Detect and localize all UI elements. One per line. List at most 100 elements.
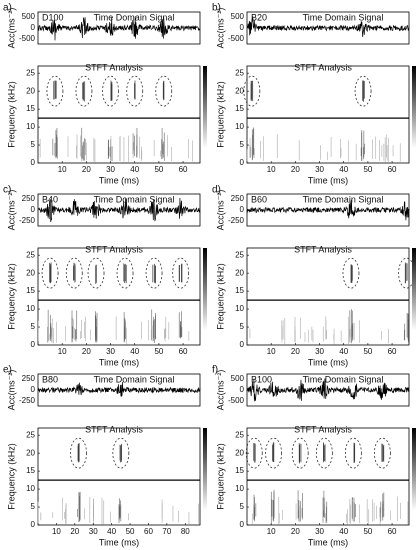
signal-name: B20 <box>251 12 267 22</box>
highlight-ellipse <box>354 75 372 107</box>
highlight-ellipse <box>65 257 83 289</box>
signal-ytick-label: -500 <box>228 396 245 405</box>
signal-ylabel: Acc(ms⁻²) <box>215 8 225 49</box>
highlight-ellipse <box>243 75 261 107</box>
stft-ytick-label: 15 <box>26 104 35 113</box>
stft-ylabel: Frequency (kHz) <box>6 263 16 330</box>
signal-ytick-label: -250 <box>19 216 36 225</box>
colorbar <box>412 428 416 511</box>
signal-ytick-label: 0 <box>240 23 245 32</box>
xtick-label: 30 <box>315 527 324 536</box>
xtick-label: 60 <box>179 165 188 174</box>
xtick-label: 20 <box>70 527 79 536</box>
xtick-label: 60 <box>179 347 188 356</box>
stft-ytick-label: 5 <box>240 502 245 511</box>
stft-title: STFT Analysis <box>85 424 143 434</box>
xlabel: Time (ms) <box>99 357 139 367</box>
colorbar <box>203 248 207 331</box>
stft-ytick-label: 10 <box>235 122 244 131</box>
stft-title: STFT Analysis <box>85 62 143 72</box>
stft-title: STFT Analysis <box>294 62 352 72</box>
stft-ytick-label: 5 <box>31 322 36 331</box>
panel-label: c) <box>3 185 11 196</box>
signal-ytick-label: 0 <box>31 205 36 214</box>
signal-title: Time Domain Signal <box>303 374 384 384</box>
signal-title: Time Domain Signal <box>94 374 175 384</box>
colorbar <box>412 248 416 331</box>
stft-ytick-label: 25 <box>26 250 35 259</box>
highlight-ellipse <box>145 257 163 289</box>
stft-ytick-label: 15 <box>26 466 35 475</box>
xtick-label: 10 <box>267 527 276 536</box>
signal-ylabel: Acc(ms⁻²) <box>6 190 16 231</box>
xtick-label: 60 <box>388 347 397 356</box>
signal-trace <box>37 381 201 397</box>
stft-ytick-label: 10 <box>26 484 35 493</box>
xtick-label: 50 <box>363 347 372 356</box>
xtick-label: 40 <box>339 347 348 356</box>
panel: a)D100 Time Domain Signal5000-500Acc(ms⁻²… <box>3 3 207 185</box>
stft-ytick-label: 0 <box>240 158 245 167</box>
highlight-ellipse <box>265 437 282 469</box>
colorbar <box>412 66 416 149</box>
signal-ytick-label: 500 <box>231 374 245 383</box>
signal-trace <box>37 16 201 41</box>
xtick-label: 10 <box>58 347 67 356</box>
xtick-label: 50 <box>154 165 163 174</box>
stft-ytick-label: 10 <box>26 304 35 313</box>
xtick-label: 40 <box>130 165 139 174</box>
colorbar <box>203 428 207 511</box>
signal-ytick-label: 250 <box>22 374 36 383</box>
signal-ylabel: Acc(ms⁻²) <box>6 8 16 49</box>
signal-name: B80 <box>42 374 58 384</box>
xlabel: Time (ms) <box>99 537 139 547</box>
signal-ytick-label: 0 <box>240 385 245 394</box>
xtick-label: 30 <box>106 347 115 356</box>
highlight-ellipse <box>172 257 190 289</box>
stft-ylabel: Frequency (kHz) <box>215 81 225 148</box>
stft-ytick-label: 10 <box>235 304 244 313</box>
stft-ytick-label: 20 <box>235 268 244 277</box>
stft-ytick-label: 5 <box>240 322 245 331</box>
signal-name: B40 <box>42 194 58 204</box>
xtick-label: 60 <box>144 527 153 536</box>
signal-ytick-label: -500 <box>228 34 245 43</box>
stft-ytick-label: 25 <box>235 250 244 259</box>
xtick-label: 60 <box>388 527 397 536</box>
xtick-label: 20 <box>291 165 300 174</box>
signal-ylabel: Acc(ms⁻²) <box>6 370 16 411</box>
highlight-ellipse <box>41 257 59 289</box>
stft-ytick-label: 20 <box>26 268 35 277</box>
highlight-ellipse <box>102 75 119 107</box>
panel: f)B100 Time Domain Signal5000-500Acc(ms⁻²… <box>212 365 416 547</box>
highlight-ellipse <box>70 437 87 469</box>
signal-trace <box>37 197 201 223</box>
xtick-label: 50 <box>126 527 135 536</box>
signal-box <box>37 193 201 227</box>
highlight-ellipse <box>75 75 93 107</box>
xtick-label: 40 <box>107 527 116 536</box>
xtick-label: 70 <box>162 527 171 536</box>
panel-label: a) <box>3 3 12 14</box>
stft-title: STFT Analysis <box>294 424 352 434</box>
xtick-label: 80 <box>181 527 190 536</box>
highlight-ellipse <box>116 257 134 289</box>
highlight-ellipse <box>155 75 173 107</box>
panel-label: e) <box>3 365 12 376</box>
panel-label: f) <box>212 365 218 376</box>
highlight-ellipse <box>245 437 263 469</box>
stft-box <box>246 247 410 346</box>
signal-ytick-label: 0 <box>31 385 36 394</box>
highlight-ellipse <box>374 437 391 469</box>
signal-ylabel: Acc(ms⁻²) <box>215 190 225 231</box>
xtick-label: 40 <box>130 347 139 356</box>
highlight-ellipse <box>46 75 64 107</box>
stft-title: STFT Analysis <box>294 244 352 254</box>
highlight-ellipse <box>344 437 362 469</box>
signal-title: Time Domain Signal <box>303 12 384 22</box>
xtick-label: 30 <box>315 165 324 174</box>
signal-trace <box>246 199 410 221</box>
xlabel: Time (ms) <box>308 357 348 367</box>
signal-ytick-label: 500 <box>231 12 245 21</box>
stft-ylabel: Frequency (kHz) <box>6 81 16 148</box>
